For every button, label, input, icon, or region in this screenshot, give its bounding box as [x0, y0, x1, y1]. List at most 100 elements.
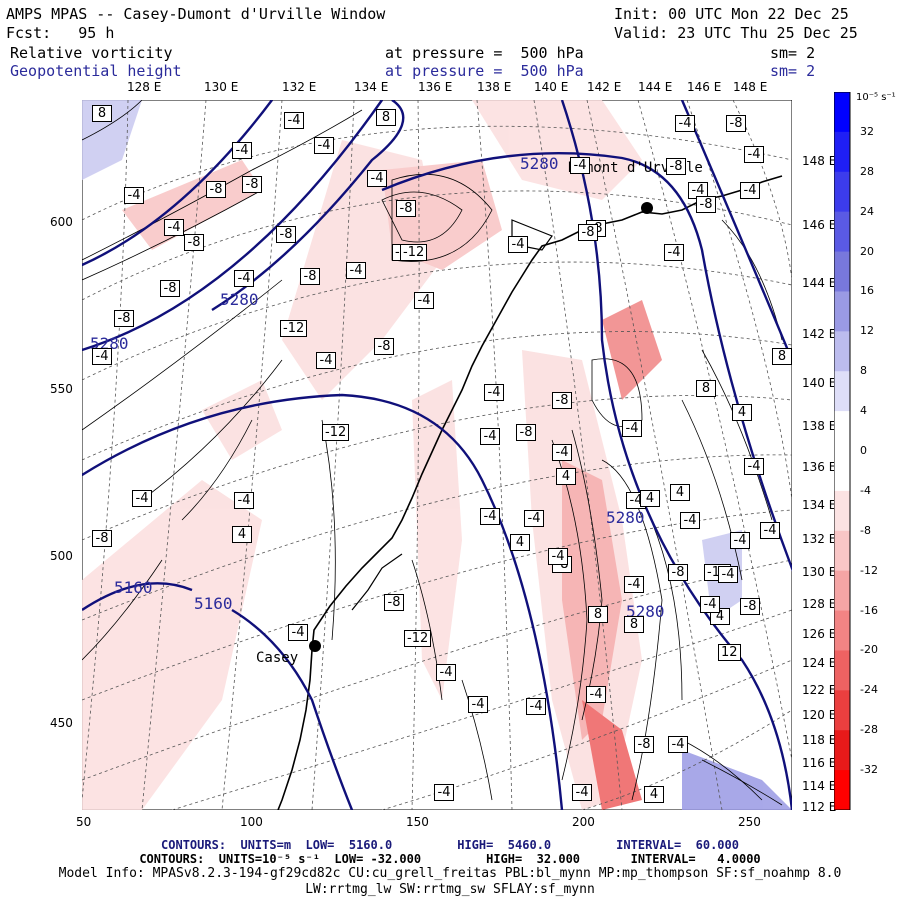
contour-value-box: -12 [400, 244, 428, 261]
colorbar-swatch [834, 650, 850, 691]
colorbar-tick-label: 32 [860, 124, 874, 138]
contour-value-box: -8 [184, 234, 204, 251]
contour-value-box: -4 [480, 508, 500, 525]
colorbar-swatch [834, 371, 850, 412]
lon-label: 140 E [534, 80, 569, 94]
x-tick-label: 250 [738, 815, 761, 829]
lon-label: 118 E [802, 733, 837, 747]
colorbar-tick-label: -32 [860, 763, 878, 777]
colorbar-tick-label: 12 [860, 324, 874, 338]
field2-smoothing: sm= 2 [770, 62, 816, 80]
colorbar-swatch [834, 490, 850, 532]
height-contour-label: 5280 [606, 508, 645, 527]
contour-value-box: -8 [92, 530, 112, 547]
contour-value-box: -8 [374, 338, 394, 355]
lon-label: 116 E [802, 756, 837, 770]
contour-value-box: -4 [744, 146, 764, 163]
contour-value-box: 8 [696, 380, 716, 397]
contour-value-box: 8 [624, 616, 644, 633]
colorbar-tick-label: -4 [860, 483, 871, 497]
contour-value-box: -8 [114, 310, 134, 327]
contour-value-box: 4 [556, 468, 576, 485]
contour-value-box: -4 [744, 458, 764, 475]
contour-value-box: -4 [316, 352, 336, 369]
colorbar-swatch [834, 92, 850, 133]
contour-value-box: -4 [586, 686, 606, 703]
colorbar-swatch [834, 730, 850, 771]
lon-label: 142 E [587, 80, 622, 94]
contour-value-box: 4 [640, 490, 660, 507]
lon-label: 122 E [802, 683, 837, 697]
contour-value-box: 8 [92, 105, 112, 122]
lon-label: 132 E [802, 532, 837, 546]
contour-value-box: -4 [624, 576, 644, 593]
footer-height-contours: CONTOURS: UNITS=m LOW= 5160.0 HIGH= 5460… [161, 838, 739, 852]
colorbar-tick-label: -20 [860, 643, 878, 657]
contour-value-box: 8 [376, 109, 396, 126]
contour-value-box: -4 [718, 566, 738, 583]
colorbar-swatch [834, 451, 850, 492]
lon-label: 114 E [802, 779, 837, 793]
lon-label: 144 E [638, 80, 673, 94]
contour-value-box: -4 [675, 115, 695, 132]
lon-label: 148 E [802, 154, 837, 168]
contour-value-box: -4 [232, 142, 252, 159]
contour-value-box: -4 [124, 187, 144, 204]
colorbar-tick-label: 24 [860, 204, 874, 218]
contour-value-box: 8 [588, 606, 608, 623]
field2-level: at pressure = 500 hPa [385, 62, 584, 80]
contour-value-box: -4 [730, 532, 750, 549]
lon-label: 130 E [802, 565, 837, 579]
contour-value-box: -4 [524, 510, 544, 527]
contour-value-box: -8 [552, 392, 572, 409]
colorbar-swatch [834, 610, 850, 651]
contour-value-box: -4 [314, 137, 334, 154]
contour-value-box: -8 [242, 176, 262, 193]
lon-label: 124 E [802, 656, 837, 670]
field1-name: Relative vorticity [10, 44, 173, 62]
colorbar [834, 92, 851, 810]
colorbar-tick-label: -24 [860, 683, 878, 697]
contour-value-box: 8 [772, 348, 792, 365]
contour-value-box: -4 [740, 182, 760, 199]
contour-value-box: -4 [552, 444, 572, 461]
colorbar-tick-label: -28 [860, 723, 878, 737]
colorbar-tick-label: -8 [860, 523, 871, 537]
lon-label: 120 E [802, 708, 837, 722]
contour-value-box: -8 [668, 564, 688, 581]
lon-label: 136 E [802, 460, 837, 474]
lon-label: 112 E [802, 800, 837, 814]
contour-value-box: -4 [480, 428, 500, 445]
contour-value-box: -8 [160, 280, 180, 297]
contour-value-box: -4 [548, 548, 568, 565]
contour-value-box: -4 [288, 624, 308, 641]
height-contour-label: 5160 [114, 578, 153, 597]
plot-title: AMPS MPAS -- Casey-Dumont d'Urville Wind… [6, 5, 386, 23]
lon-label: 142 E [802, 327, 837, 341]
height-contour-label: 5160 [194, 594, 233, 613]
contour-value-box: 4 [670, 484, 690, 501]
footer-model-info: Model Info: MPASv8.2.3-194-gf29cd82c CU:… [58, 866, 842, 881]
colorbar-frame [834, 92, 851, 810]
contour-value-box: 4 [510, 534, 530, 551]
contour-value-box: -4 [92, 348, 112, 365]
lon-label: 138 E [802, 419, 837, 433]
contour-value-box: -12 [404, 630, 432, 647]
colorbar-tick-label: 20 [860, 244, 874, 258]
field2-name: Geopotential height [10, 62, 182, 80]
colorbar-swatch [834, 530, 850, 572]
colorbar-tick-label: -12 [860, 563, 878, 577]
contour-value-box: -4 [622, 420, 642, 437]
colorbar-swatch [834, 291, 850, 332]
contour-value-box: -12 [280, 320, 308, 337]
x-tick-label: 50 [76, 815, 92, 829]
contour-value-box: -8 [276, 226, 296, 243]
colorbar-tick-label: 16 [860, 284, 874, 298]
contour-value-box: -8 [300, 268, 320, 285]
contour-value-box: -4 [414, 292, 434, 309]
field1-level: at pressure = 500 hPa [385, 44, 584, 62]
contour-value-box: -8 [384, 594, 404, 611]
contour-value-box: -4 [508, 236, 528, 253]
colorbar-swatch [834, 770, 850, 810]
lon-label: 128 E [127, 80, 162, 94]
